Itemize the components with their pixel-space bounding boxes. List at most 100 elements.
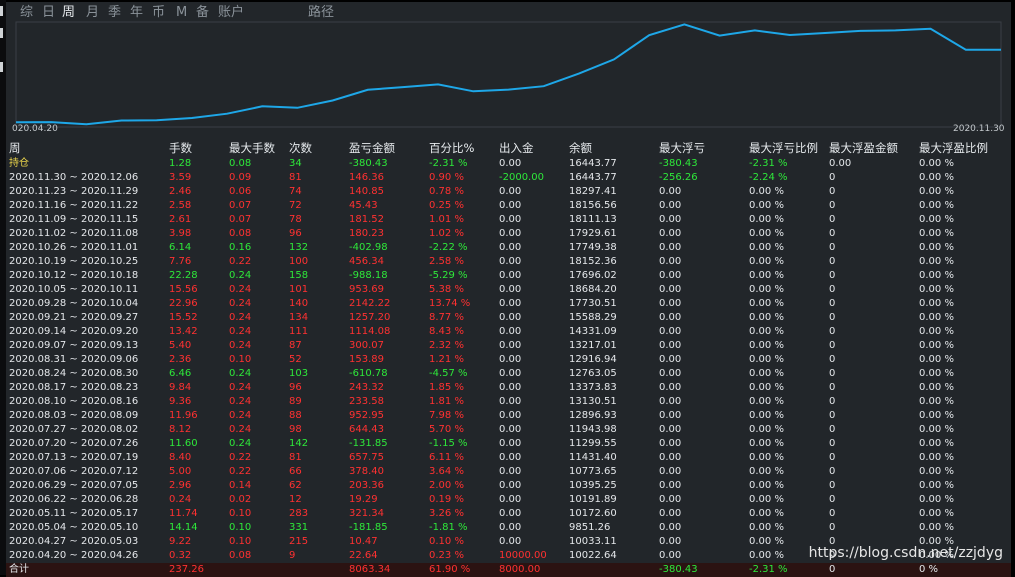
table-row[interactable]: 2020.10.19 ~ 2020.10.25 7.76 0.22 100 456.34…: [6, 255, 1011, 269]
col-header-7[interactable]: 余额: [569, 141, 592, 155]
cell-max-float-gain-pct: 0.00 %: [919, 480, 954, 491]
col-header-8[interactable]: 最大浮亏: [659, 141, 705, 155]
tab-9[interactable]: 账户: [218, 5, 245, 20]
cell-max-hands: 0.24: [229, 424, 252, 435]
cell-max-hands: 0.24: [229, 340, 252, 351]
watermark-text: https://blog.csdn.net/zzjdyg: [808, 545, 1003, 561]
col-header-5[interactable]: 百分比%: [429, 141, 475, 155]
cell-flow: 10000.00: [499, 550, 547, 561]
table-row[interactable]: 2020.08.17 ~ 2020.08.23 9.84 0.24 96 243.32 1…: [6, 381, 1011, 395]
table-row[interactable]: 2020.11.30 ~ 2020.12.06 3.59 0.09 81 146.36 0…: [6, 171, 1011, 185]
table-row[interactable]: 2020.07.27 ~ 2020.08.02 8.12 0.24 98 644.43 5…: [6, 423, 1011, 437]
table-row[interactable]: 2020.07.13 ~ 2020.07.19 8.40 0.22 81 657.75 6…: [6, 451, 1011, 465]
cell-max-hands: 0.07: [229, 214, 252, 225]
table-row[interactable]: 2020.10.05 ~ 2020.10.11 15.56 0.24 101 953.6…: [6, 283, 1011, 297]
table-row[interactable]: 2020.07.20 ~ 2020.07.26 11.60 0.24 142 -131.…: [6, 437, 1011, 451]
cell-flow: 0.00: [499, 536, 522, 547]
table-row[interactable]: 2020.08.03 ~ 2020.08.09 11.96 0.24 88 952.95…: [6, 409, 1011, 423]
table-row[interactable]: 2020.04.20 ~ 2020.04.26 0.32 0.08 9 22.64 0.2…: [6, 549, 1011, 563]
table-row[interactable]: 2020.11.16 ~ 2020.11.22 2.58 0.07 72 45.43 0.…: [6, 199, 1011, 213]
table-row[interactable]: 2020.09.28 ~ 2020.10.04 22.96 0.24 140 2142.…: [6, 297, 1011, 311]
cell-flow: 0.00: [499, 312, 522, 323]
cell-count: 81: [289, 452, 302, 463]
col-header-6[interactable]: 出入金: [499, 141, 534, 155]
cell-flow: 0.00: [499, 256, 522, 267]
cell-hands: 8.12: [169, 424, 192, 435]
cell-max-float-gain: 0: [829, 228, 836, 239]
holding-row[interactable]: 持仓 1.28 0.08 34 -380.43 -2.31 % 0.00 16443.77 -3…: [6, 157, 1011, 171]
table-row[interactable]: 2020.11.23 ~ 2020.11.29 2.46 0.06 74 140.85 0…: [6, 185, 1011, 199]
cell-balance: 18152.36: [569, 256, 617, 267]
table-row[interactable]: 2020.11.02 ~ 2020.11.08 3.98 0.08 96 180.23 1…: [6, 227, 1011, 241]
cell-count: 9: [289, 550, 296, 561]
col-header-1[interactable]: 手数: [169, 141, 192, 155]
table-row[interactable]: 2020.06.22 ~ 2020.06.28 0.24 0.02 12 19.29 0.…: [6, 493, 1011, 507]
col-header-9[interactable]: 最大浮亏比例: [749, 141, 818, 155]
cell-flow: 0.00: [499, 158, 522, 169]
cell-pnl: 243.32: [349, 382, 384, 393]
cell-balance: 18297.41: [569, 186, 617, 197]
cell-max-float-gain-pct: 0.00 %: [919, 200, 954, 211]
col-header-2[interactable]: 最大手数: [229, 141, 275, 155]
cell-balance: 14331.09: [569, 326, 617, 337]
cell-balance: 13217.01: [569, 340, 617, 351]
cell-max-float-gain-pct: 0.00 %: [919, 326, 954, 337]
table-row[interactable]: 2020.09.14 ~ 2020.09.20 13.42 0.24 111 1114.…: [6, 325, 1011, 339]
table-row[interactable]: 2020.09.21 ~ 2020.09.27 15.52 0.24 134 1257.…: [6, 311, 1011, 325]
cell-max-float-loss: 0.00: [659, 200, 682, 211]
table-row[interactable]: 2020.04.27 ~ 2020.05.03 9.22 0.10 215 10.47 0…: [6, 535, 1011, 549]
tab-7[interactable]: M: [176, 5, 188, 20]
table-row[interactable]: 2020.07.06 ~ 2020.07.12 5.00 0.22 66 378.40 3…: [6, 465, 1011, 479]
cell-pct: -5.29 %: [429, 270, 468, 281]
cell-max-float-gain-pct: 0.00 %: [919, 242, 954, 253]
tab-2[interactable]: 周: [62, 5, 76, 20]
table-row[interactable]: 2020.08.24 ~ 2020.08.30 6.46 0.24 103 -610.7…: [6, 367, 1011, 381]
col-header-4[interactable]: 盈亏金额: [349, 141, 395, 155]
cell-max-float-gain: 0: [829, 550, 836, 561]
cell-max-float-loss-pct: 0.00 %: [749, 284, 784, 295]
table-row[interactable]: 2020.08.31 ~ 2020.09.06 2.36 0.10 52 153.89 1…: [6, 353, 1011, 367]
tab-1[interactable]: 日: [42, 5, 56, 20]
table-row[interactable]: 2020.10.12 ~ 2020.10.18 22.28 0.24 158 -988.…: [6, 269, 1011, 283]
table-row[interactable]: 2020.06.29 ~ 2020.07.05 2.96 0.14 62 203.36 2…: [6, 479, 1011, 493]
cell-week: 2020.09.28 ~ 2020.10.04: [9, 298, 139, 309]
col-header-10[interactable]: 最大浮盈金额: [829, 141, 898, 155]
cell-count: 87: [289, 340, 302, 351]
cell-pct: 8.77 %: [429, 312, 464, 323]
cell-hands: 14.14: [169, 522, 198, 533]
table-row[interactable]: 2020.08.10 ~ 2020.08.16 9.36 0.24 89 233.58 1…: [6, 395, 1011, 409]
tab-0[interactable]: 综: [20, 5, 34, 20]
table-row[interactable]: 2020.09.07 ~ 2020.09.13 5.40 0.24 87 300.07 2…: [6, 339, 1011, 353]
table-row[interactable]: 2020.10.26 ~ 2020.11.01 6.14 0.16 132 -402.9…: [6, 241, 1011, 255]
cell-pnl: 45.43: [349, 200, 378, 211]
col-header-3[interactable]: 次数: [289, 141, 312, 155]
cell-max-float-gain: 0: [829, 186, 836, 197]
tab-10[interactable]: 路径: [308, 5, 335, 20]
cell-flow: 8000.00: [499, 564, 541, 575]
cell-flow: -2000.00: [499, 172, 544, 183]
cell-max-float-loss: 0.00: [659, 466, 682, 477]
table-row[interactable]: 2020.11.09 ~ 2020.11.15 2.61 0.07 78 181.52 1…: [6, 213, 1011, 227]
tab-3[interactable]: 月: [86, 5, 100, 20]
cell-pnl: 2142.22: [349, 298, 391, 309]
cell-max-hands: 0.10: [229, 522, 252, 533]
cell-max-float-gain: 0: [829, 480, 836, 491]
cell-balance: 12896.93: [569, 410, 617, 421]
tab-5[interactable]: 年: [130, 5, 144, 20]
cell-count: 52: [289, 354, 302, 365]
tab-8[interactable]: 备: [196, 5, 210, 20]
cell-max-float-gain: 0: [829, 270, 836, 281]
cell-max-float-loss-pct: 0.00 %: [749, 228, 784, 239]
table-row[interactable]: 2020.05.11 ~ 2020.05.17 11.74 0.10 283 321.3…: [6, 507, 1011, 521]
col-header-11[interactable]: 最大浮盈比例: [919, 141, 988, 155]
tab-4[interactable]: 季: [108, 5, 122, 20]
cell-max-float-gain-pct: 0.00 %: [919, 158, 954, 169]
col-header-0[interactable]: 周: [9, 141, 21, 155]
table-row[interactable]: 2020.05.04 ~ 2020.05.10 14.14 0.10 331 -181.…: [6, 521, 1011, 535]
cell-count: 215: [289, 536, 309, 547]
cell-hands: 9.22: [169, 536, 192, 547]
cell-hands: 6.14: [169, 242, 192, 253]
tab-6[interactable]: 币: [152, 5, 166, 20]
cell-pct: 1.01 %: [429, 214, 464, 225]
totals-row[interactable]: 合计 237.26 8063.34 61.90 % 8000.00 -380.43 -2.3…: [6, 563, 1011, 577]
